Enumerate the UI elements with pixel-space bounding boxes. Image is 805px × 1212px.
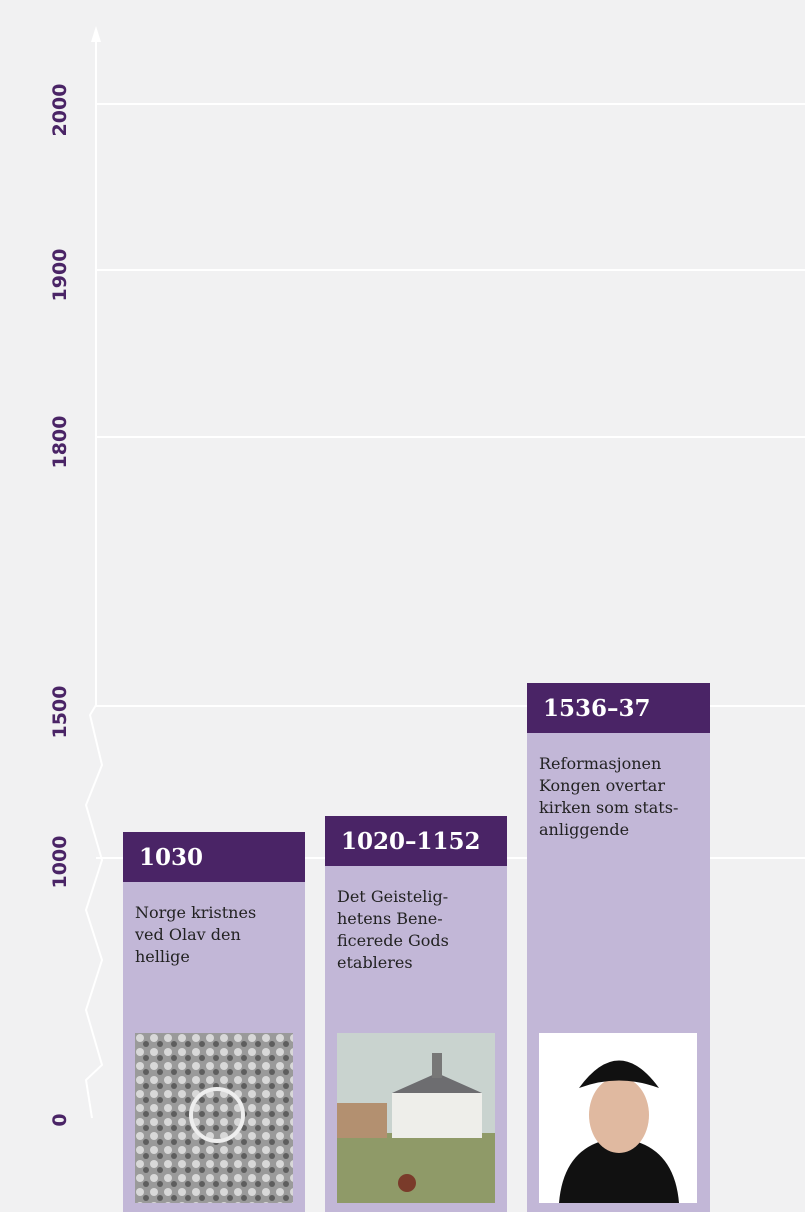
event-date: 1030 — [123, 832, 305, 882]
text-line: ved Olav den — [135, 925, 241, 944]
grid-line — [96, 436, 805, 438]
event-text: Norge kristnes ved Olav den hellige — [123, 882, 305, 968]
event-text: Det Geistelig- hetens Bene- ficerede God… — [325, 866, 507, 974]
axis — [84, 26, 104, 1119]
event-date: 1020–1152 — [325, 816, 507, 866]
event-card: 1536–37 Reformasjonen Kongen overtar kir… — [527, 683, 710, 1212]
grid-line — [96, 103, 805, 105]
event-image — [539, 1033, 697, 1203]
text-line: kirken som stats- — [539, 798, 679, 817]
event-card: 1030 Norge kristnes ved Olav den hellige — [123, 832, 305, 1212]
text-line: etableres — [337, 953, 413, 972]
grid-line — [96, 269, 805, 271]
text-line: hetens Bene- — [337, 909, 443, 928]
text-line: anliggende — [539, 820, 630, 839]
event-date: 1536–37 — [527, 683, 710, 733]
text-line: Kongen overtar — [539, 776, 665, 795]
grid-line — [96, 705, 805, 707]
text-line: Norge kristnes — [135, 903, 257, 922]
text-line: hellige — [135, 947, 190, 966]
text-line: Det Geistelig- — [337, 887, 449, 906]
event-image — [337, 1033, 495, 1203]
event-text: Reformasjonen Kongen overtar kirken som … — [527, 733, 710, 841]
event-image — [135, 1033, 293, 1203]
event-card: 1020–1152 Det Geistelig- hetens Bene- fi… — [325, 816, 507, 1212]
text-line: ficerede Gods — [337, 931, 449, 950]
text-line: Reformasjonen — [539, 754, 662, 773]
